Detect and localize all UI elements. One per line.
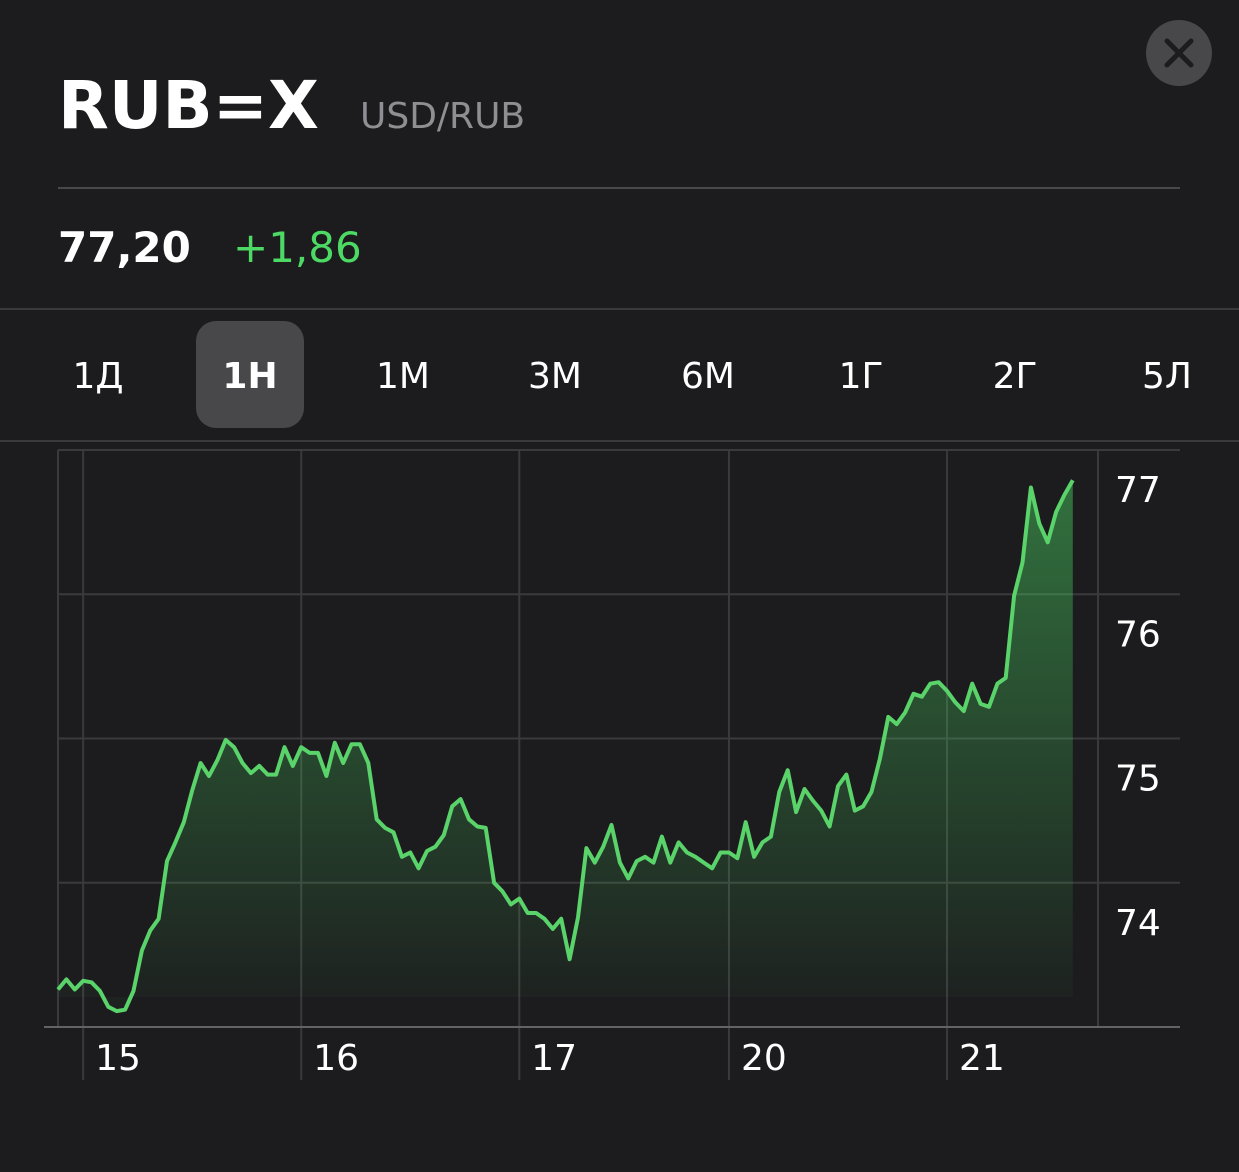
close-button[interactable] (1146, 20, 1212, 86)
range-tab[interactable]: 1Д (72, 356, 123, 397)
price-line (56, 479, 1075, 1014)
y-tick-label: 76 (1115, 614, 1161, 655)
chart: 74 75 76 77 15 16 17 20 21 (44, 449, 1180, 1080)
y-tick-label: 74 (1115, 903, 1161, 944)
price: 77,20 (58, 223, 191, 272)
selected-tab-pill[interactable] (196, 321, 304, 428)
y-tick-label: 75 (1115, 759, 1161, 800)
x-tick-label: 20 (741, 1038, 787, 1079)
range-tab[interactable]: 1М (376, 356, 430, 397)
x-tick-label: 15 (95, 1038, 141, 1079)
instrument-name: USD/RUB (360, 96, 525, 137)
change: +1,86 (233, 223, 362, 272)
area (58, 480, 1073, 1012)
range-tab[interactable]: 6М (681, 356, 735, 397)
range-tab[interactable]: 5Л (1142, 356, 1192, 397)
x-tick-label: 21 (959, 1038, 1005, 1079)
range-tab[interactable]: 2Г (993, 356, 1038, 397)
close-icon[interactable] (1164, 38, 1194, 68)
symbol: RUB=X (58, 67, 319, 144)
y-tick-label: 77 (1115, 470, 1161, 511)
range-tab[interactable]: 1Г (839, 356, 884, 397)
range-tab[interactable]: 3М (528, 356, 582, 397)
x-tick-label: 16 (313, 1038, 359, 1079)
range-tabs: 1Д 1Н 1М 3М 6М 1Г 2Г 5Л (72, 321, 1192, 428)
range-tab[interactable]: 1Н (222, 356, 277, 397)
x-tick-label: 17 (531, 1038, 577, 1079)
